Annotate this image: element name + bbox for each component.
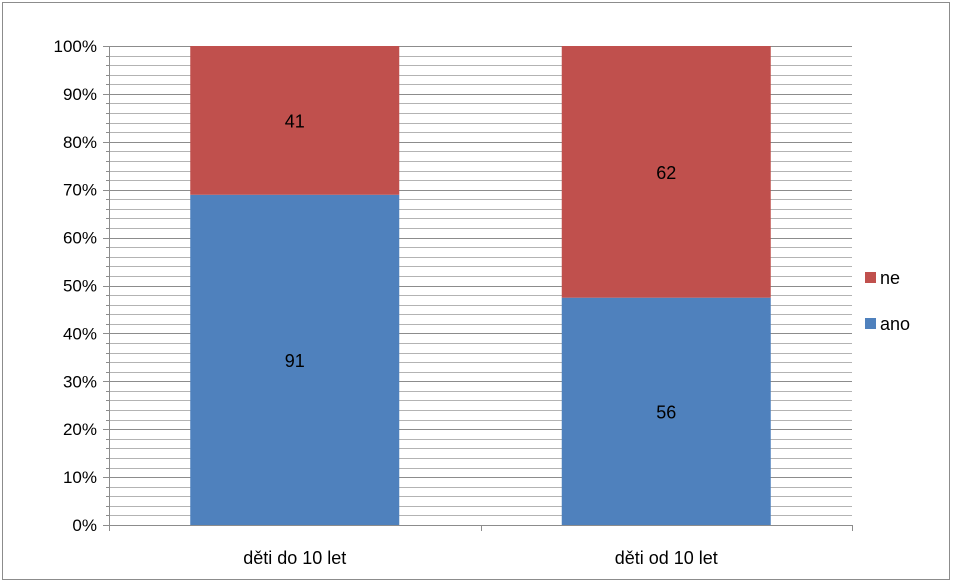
y-tick-label: 70%	[63, 181, 97, 200]
legend: ne ano	[865, 268, 910, 334]
legend-swatch	[865, 318, 876, 329]
y-tick-label: 60%	[63, 229, 97, 248]
x-category-label: děti od 10 let	[615, 548, 718, 568]
bar-segment-ano	[561, 297, 771, 525]
y-tick-label: 50%	[63, 277, 97, 296]
data-label: 56	[656, 402, 676, 422]
data-label: 91	[285, 351, 305, 371]
y-tick-label: 20%	[63, 420, 97, 439]
bar-segment-ne	[190, 46, 400, 195]
y-tick-label: 30%	[63, 372, 97, 391]
y-tick-label: 10%	[63, 468, 97, 487]
y-axis-labels: 0% 10% 20% 30% 40% 50% 60% 70% 80% 90% 100%	[54, 37, 97, 535]
y-tick-label: 90%	[63, 85, 97, 104]
x-category-label: děti do 10 let	[243, 548, 346, 568]
data-label: 62	[656, 163, 676, 183]
y-tick-label: 80%	[63, 133, 97, 152]
y-tick-label: 100%	[54, 37, 97, 56]
bars: 91 41 56 62	[190, 46, 771, 525]
bar-segment-ano	[190, 194, 400, 525]
bar-segment-ne	[561, 46, 771, 298]
x-axis-labels: děti do 10 let děti od 10 let	[243, 548, 718, 568]
data-label: 41	[285, 111, 305, 131]
y-tick-label: 40%	[63, 324, 97, 343]
legend-label: ne	[880, 268, 900, 288]
y-tick-label: 0%	[72, 516, 97, 535]
legend-label: ano	[880, 314, 910, 334]
legend-swatch	[865, 272, 876, 283]
